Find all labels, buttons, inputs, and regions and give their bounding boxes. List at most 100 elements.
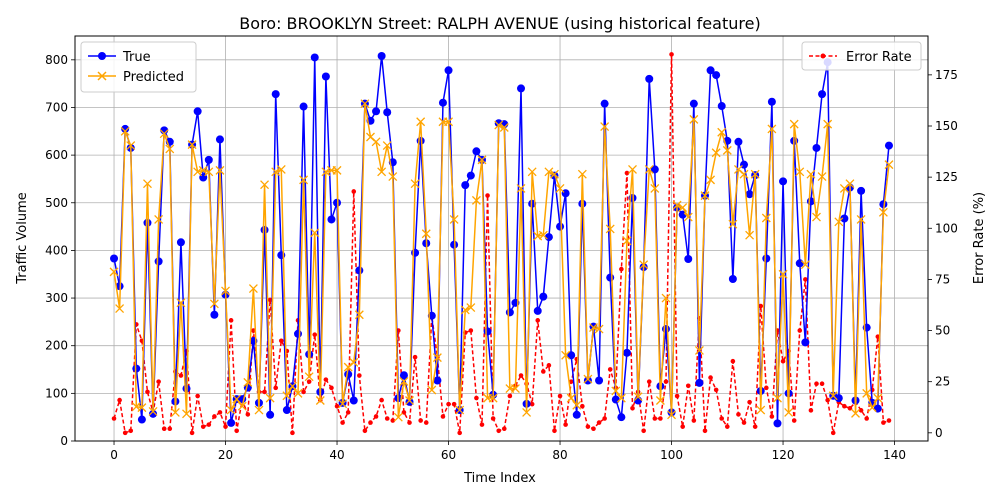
point-true xyxy=(600,99,609,108)
point-predicted xyxy=(806,169,816,179)
point-error-rate xyxy=(485,193,490,198)
point-error-rate xyxy=(407,420,412,425)
point-error-rate xyxy=(267,297,273,303)
point-error-rate xyxy=(557,393,563,399)
point-predicted xyxy=(767,124,777,134)
point-predicted xyxy=(405,396,414,405)
point-error-rate xyxy=(128,428,134,434)
point-predicted xyxy=(773,393,782,403)
y-tick-label: 0 xyxy=(60,434,68,448)
point-true xyxy=(377,52,386,61)
point-predicted xyxy=(315,396,325,405)
point-error-rate xyxy=(580,403,585,409)
point-true xyxy=(349,396,358,405)
point-error-rate xyxy=(496,428,502,434)
point-error-rate xyxy=(440,414,446,419)
point-predicted xyxy=(884,160,894,170)
point-true xyxy=(661,325,670,334)
point-predicted xyxy=(678,203,688,212)
point-true xyxy=(310,53,319,62)
y2-tick-label: 100 xyxy=(935,221,958,235)
y2-tick-label: 25 xyxy=(935,375,950,389)
point-error-rate xyxy=(357,373,362,378)
point-predicted xyxy=(299,175,309,185)
point-error-rate xyxy=(312,332,318,337)
point-true xyxy=(533,306,542,315)
point-predicted xyxy=(756,405,766,415)
point-error-rate xyxy=(702,428,708,434)
point-error-rate xyxy=(652,416,658,421)
point-error-rate xyxy=(212,414,217,419)
point-predicted xyxy=(271,167,281,177)
point-predicted xyxy=(410,179,420,189)
point-true xyxy=(444,66,453,75)
point-error-rate xyxy=(864,416,869,421)
point-predicted xyxy=(589,323,598,333)
point-error-rate xyxy=(468,328,474,333)
point-predicted xyxy=(745,230,755,240)
point-predicted xyxy=(148,406,158,416)
point-predicted xyxy=(817,172,827,182)
point-error-rate xyxy=(278,338,284,344)
point-predicted xyxy=(287,381,297,391)
point-error-rate xyxy=(262,389,267,395)
point-true xyxy=(611,395,620,404)
point-predicted xyxy=(120,126,130,136)
point-predicted xyxy=(432,353,442,363)
point-predicted xyxy=(527,167,537,177)
point-true xyxy=(762,254,771,263)
point-true xyxy=(438,98,447,107)
point-predicted xyxy=(555,184,565,193)
point-true xyxy=(706,66,715,75)
point-error-rate xyxy=(724,424,730,429)
point-error-rate xyxy=(384,416,390,421)
point-true xyxy=(227,418,236,427)
point-true xyxy=(176,238,185,247)
point-true xyxy=(634,396,643,405)
point-error-rate xyxy=(412,354,418,360)
point-error-rate xyxy=(518,373,524,378)
point-predicted xyxy=(711,148,721,158)
point-error-rate xyxy=(290,430,295,436)
point-predicted xyxy=(237,401,247,411)
point-predicted xyxy=(522,407,532,417)
point-true xyxy=(728,275,737,283)
point-error-rate xyxy=(747,399,752,405)
point-error-rate xyxy=(708,375,713,380)
point-predicted xyxy=(115,304,125,314)
point-error-rate xyxy=(379,397,384,403)
point-predicted xyxy=(137,403,147,413)
chart-title: Boro: BROOKLYN Street: RALPH AVENUE (usi… xyxy=(239,14,760,33)
legend-left-box xyxy=(80,41,197,93)
point-predicted xyxy=(338,399,348,409)
point-true xyxy=(795,259,804,268)
point-error-rate xyxy=(780,358,786,364)
point-predicted xyxy=(561,350,571,360)
point-predicted xyxy=(784,407,794,417)
point-error-rate xyxy=(446,401,451,407)
point-error-rate xyxy=(646,379,652,384)
point-predicted xyxy=(851,408,860,418)
point-predicted xyxy=(845,179,855,189)
point-predicted xyxy=(572,400,582,410)
point-true xyxy=(466,171,475,180)
point-predicted xyxy=(393,412,403,422)
point-predicted xyxy=(600,122,610,131)
point-true xyxy=(383,108,392,117)
point-predicted xyxy=(221,286,230,296)
point-predicted xyxy=(739,169,749,179)
point-true xyxy=(812,143,821,152)
point-error-rate xyxy=(368,420,373,425)
point-predicted xyxy=(382,141,392,151)
point-true xyxy=(154,257,163,266)
legend-predicted-label: Predicted xyxy=(123,70,184,85)
point-predicted xyxy=(209,299,219,309)
point-predicted xyxy=(722,145,732,155)
y-tick-label: 600 xyxy=(45,148,68,162)
point-predicted xyxy=(494,120,504,130)
y-tick-label: 700 xyxy=(45,100,68,114)
point-error-rate xyxy=(663,379,669,384)
point-predicted xyxy=(499,123,509,132)
y2-tick-label: 175 xyxy=(935,68,958,82)
point-true xyxy=(517,84,526,93)
